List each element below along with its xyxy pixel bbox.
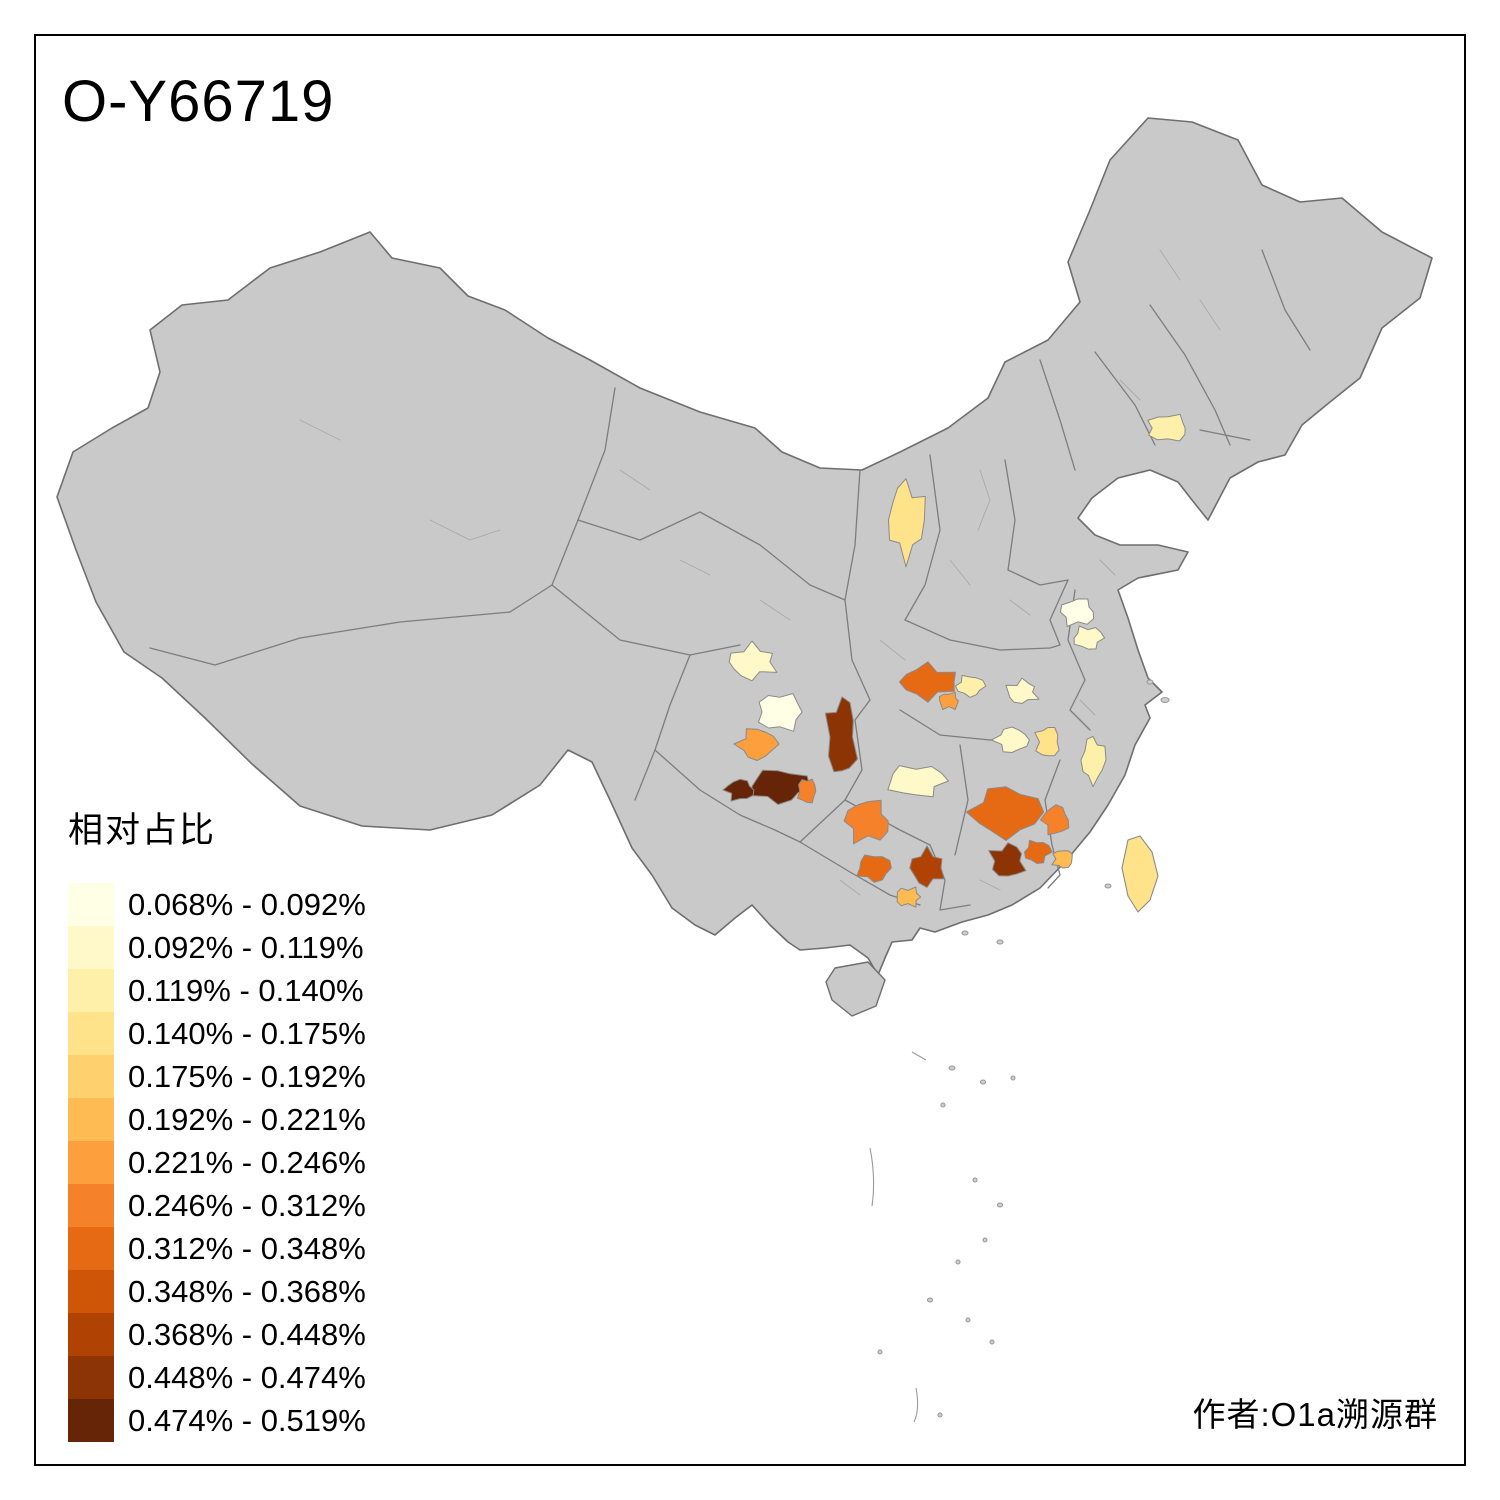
region-jiangxi-north-pale	[990, 726, 1030, 753]
legend-label: 0.092% - 0.119%	[128, 929, 364, 965]
taiwan-island	[1121, 835, 1159, 913]
legend-label: 0.221% - 0.246%	[128, 1144, 366, 1180]
legend-label: 0.175% - 0.192%	[128, 1058, 366, 1094]
legend-label: 0.474% - 0.519%	[128, 1402, 366, 1438]
prefecture-borders	[299, 249, 1221, 896]
region-jiangsu-north-patch	[1059, 598, 1094, 627]
region-hubei-west-orange	[899, 661, 956, 703]
region-guangdong-north-orange	[965, 786, 1045, 841]
legend-item-1: 0.092% - 0.119%	[68, 926, 366, 969]
region-fujian-sw-orange	[1039, 804, 1070, 836]
region-liaoning-patch	[1147, 413, 1186, 442]
region-fujian-coast-pale	[1080, 736, 1107, 788]
legend-swatch	[68, 1141, 114, 1184]
legend-item-6: 0.221% - 0.246%	[68, 1141, 366, 1184]
region-gansu-ningxia-patch	[888, 478, 926, 568]
region-guangxi-ne-orange	[896, 886, 922, 908]
region-hunan-south-orange	[856, 854, 892, 883]
legend-label: 0.246% - 0.312%	[128, 1187, 366, 1223]
region-jiangsu-south-patch	[1073, 625, 1106, 650]
attribution: 作者:O1a溯源群	[1192, 1396, 1438, 1433]
legend-label: 0.068% - 0.092%	[128, 886, 366, 922]
region-luzhou-orange	[797, 778, 817, 804]
legend-swatch	[68, 1356, 114, 1399]
plot-title: O-Y66719	[62, 69, 335, 134]
region-guangdong-east-orange	[1024, 839, 1053, 864]
legend: 相对占比 0.068% - 0.092% 0.092% - 0.119% 0.119…	[68, 802, 366, 1442]
legend-label: 0.348% - 0.368%	[128, 1273, 366, 1309]
legend-item-7: 0.246% - 0.312%	[68, 1184, 366, 1227]
legend-label: 0.448% - 0.474%	[128, 1359, 366, 1395]
region-hunan-west-orange	[843, 799, 889, 845]
legend-swatch	[68, 1313, 114, 1356]
region-fujian-coastal-orange	[1051, 850, 1073, 869]
south-china-sea-islands	[869, 679, 1170, 1423]
legend-swatch	[68, 883, 114, 926]
hainan-island	[825, 961, 886, 1017]
legend-item-3: 0.140% - 0.175%	[68, 1012, 366, 1055]
legend-label: 0.312% - 0.348%	[128, 1230, 366, 1266]
legend-swatch	[68, 1227, 114, 1270]
legend-label: 0.368% - 0.448%	[128, 1316, 366, 1352]
legend-item-4: 0.175% - 0.192%	[68, 1055, 366, 1098]
legend-swatch	[68, 1399, 114, 1442]
legend-item-2: 0.119% - 0.140%	[68, 969, 366, 1012]
legend-item-9: 0.348% - 0.368%	[68, 1270, 366, 1313]
legend-item-12: 0.474% - 0.519%	[68, 1399, 366, 1442]
region-sichuan-south-darkest	[749, 769, 811, 805]
region-hunan-se-dark	[909, 845, 945, 888]
region-hubei-center-pale	[887, 765, 949, 798]
region-hubei-mid-orange	[938, 691, 959, 711]
legend-label: 0.119% - 0.140%	[128, 972, 364, 1008]
legend-item-5: 0.192% - 0.221%	[68, 1098, 366, 1141]
legend-swatch	[68, 1184, 114, 1227]
region-jiangxi-east-yellow	[1034, 727, 1060, 757]
region-guangdong-dark	[988, 842, 1027, 877]
legend-swatch	[68, 969, 114, 1012]
region-sichuan-nw-patch	[728, 640, 778, 682]
legend-label: 0.140% - 0.175%	[128, 1015, 366, 1051]
legend-item-10: 0.368% - 0.448%	[68, 1313, 366, 1356]
legend-rows: 0.068% - 0.092% 0.092% - 0.119% 0.119% - 0…	[68, 883, 366, 1442]
colored-regions	[722, 413, 1186, 908]
region-chongqing-dark	[824, 696, 858, 773]
region-sichuan-sw-darkest	[722, 778, 755, 802]
legend-item-0: 0.068% - 0.092%	[68, 883, 366, 926]
legend-swatch	[68, 1055, 114, 1098]
legend-swatch	[68, 1098, 114, 1141]
legend-swatch	[68, 1270, 114, 1313]
legend-item-11: 0.448% - 0.474%	[68, 1356, 366, 1399]
legend-swatch	[68, 926, 114, 969]
legend-item-8: 0.312% - 0.348%	[68, 1227, 366, 1270]
region-sichuan-west-patch	[758, 693, 803, 732]
region-hubei-east-pale	[955, 674, 987, 698]
legend-swatch	[68, 1012, 114, 1055]
region-chengdu-orange	[733, 728, 780, 761]
region-henan-south-pale	[1005, 677, 1040, 704]
legend-label: 0.192% - 0.221%	[128, 1101, 366, 1137]
legend-title: 相对占比	[68, 811, 217, 850]
